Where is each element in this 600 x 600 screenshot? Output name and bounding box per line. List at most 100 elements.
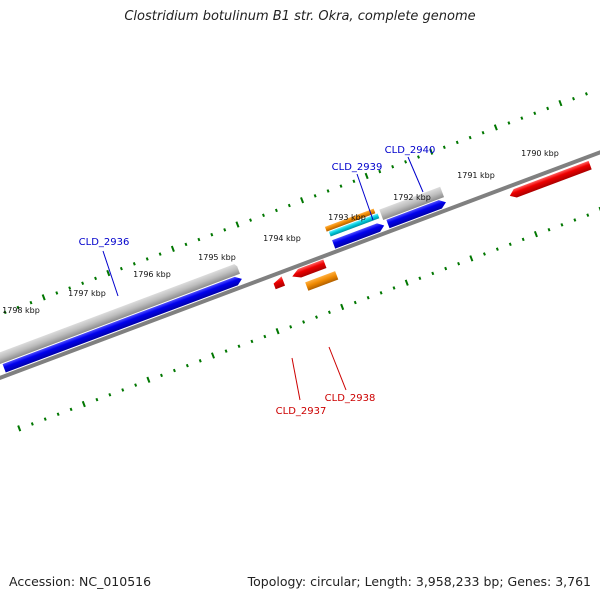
minor-tick [145,257,149,261]
minor-tick [160,373,163,378]
minor-tick [352,179,356,184]
rna-feature-orange-upper [324,208,376,232]
callout-line-CLD_2938 [328,346,347,391]
scale-label: 1790 kbp [521,149,559,158]
minor-tick [417,155,420,159]
minor-tick [68,286,72,290]
minor-tick [431,271,435,276]
minor-tick [584,92,588,96]
major-tick [364,172,369,180]
minor-tick [468,135,472,140]
minor-tick [185,363,189,368]
gene-CLD_2938-arrow[interactable] [305,271,339,291]
minor-tick [418,276,422,281]
gene-CLD_2939-arrow[interactable] [332,221,386,249]
callout-line-CLD_2936 [102,250,119,297]
minor-tick [210,232,214,237]
minor-tick [547,227,551,232]
gene-label-CLD_2937[interactable]: CLD_2937 [276,406,327,417]
rna-feature-cyan [328,213,380,237]
major-tick [404,279,409,286]
minor-tick [457,261,461,266]
gene-label-CLD_2939[interactable]: CLD_2939 [332,162,383,173]
minor-tick [134,383,138,387]
scale-ticks-lower [17,206,600,432]
minor-tick [262,213,265,218]
scale-ticks-upper [3,92,588,315]
gene-CLD_2940-arrow[interactable] [386,198,447,229]
minor-tick [482,252,486,256]
minor-tick [366,295,370,300]
scale-label: 1792 kbp [393,193,431,202]
minor-tick [353,300,357,305]
minor-tick [379,291,383,295]
minor-tick [507,121,511,125]
minor-tick [533,111,537,116]
gene-reverse-right[interactable] [508,160,592,200]
gene-label-CLD_2940[interactable]: CLD_2940 [385,145,436,156]
minor-tick [158,252,162,256]
feature-gray-left [0,264,240,365]
minor-tick [16,305,20,310]
feature-gray-right [379,186,445,220]
minor-tick [197,237,201,242]
minor-tick [455,140,459,145]
minor-tick [560,223,564,227]
minor-tick [521,237,525,242]
minor-tick [274,208,278,213]
genome-backbone [0,137,600,388]
minor-tick [30,422,34,426]
accession-label: Accession: NC_010516 [9,574,152,589]
minor-tick [444,266,448,271]
major-tick [493,124,498,131]
minor-tick [572,96,575,101]
minor-tick [224,349,228,353]
major-tick [469,255,474,262]
minor-tick [119,266,123,271]
major-tick [17,425,22,432]
scale-label: 1793 kbp [328,213,366,222]
major-tick [81,400,86,408]
scale-label: 1796 kbp [133,270,171,279]
major-tick [300,197,305,204]
gene-reverse-small[interactable] [291,259,327,281]
major-tick [340,303,345,311]
minor-tick [121,388,125,392]
scale-label: 1795 kbp [198,253,236,262]
minor-tick [546,106,550,111]
minor-tick [327,310,331,315]
callout-line-CLD_2939 [356,173,374,221]
minor-tick [315,315,318,319]
minor-tick [223,228,227,232]
scale-label: 1794 kbp [263,234,301,243]
gene-label-CLD_2936[interactable]: CLD_2936 [79,237,130,248]
minor-tick [56,412,60,416]
gene-label-CLD_2938[interactable]: CLD_2938 [325,393,376,404]
minor-tick [95,397,99,402]
minor-tick [495,247,499,251]
minor-tick [339,184,343,188]
scale-label: 1798 kbp [2,306,40,315]
major-tick [146,376,151,383]
minor-tick [573,218,577,222]
minor-tick [378,169,382,174]
major-tick [170,245,175,252]
gene-CLD_2937-arrow[interactable] [272,276,286,290]
minor-tick [263,334,267,339]
minor-tick [132,262,136,266]
major-tick [533,230,538,238]
gene-CLD_2936-arrow[interactable] [2,275,244,373]
major-tick [211,352,215,359]
minor-tick [520,116,524,120]
minor-tick [94,276,98,281]
scale-label: 1797 kbp [68,289,106,298]
minor-tick [172,368,176,373]
major-tick [429,148,434,155]
minor-tick [302,320,306,324]
minor-tick [43,417,47,421]
minor-tick [237,344,241,349]
minor-tick [198,359,202,363]
minor-tick [250,339,254,344]
minor-tick [404,160,408,164]
